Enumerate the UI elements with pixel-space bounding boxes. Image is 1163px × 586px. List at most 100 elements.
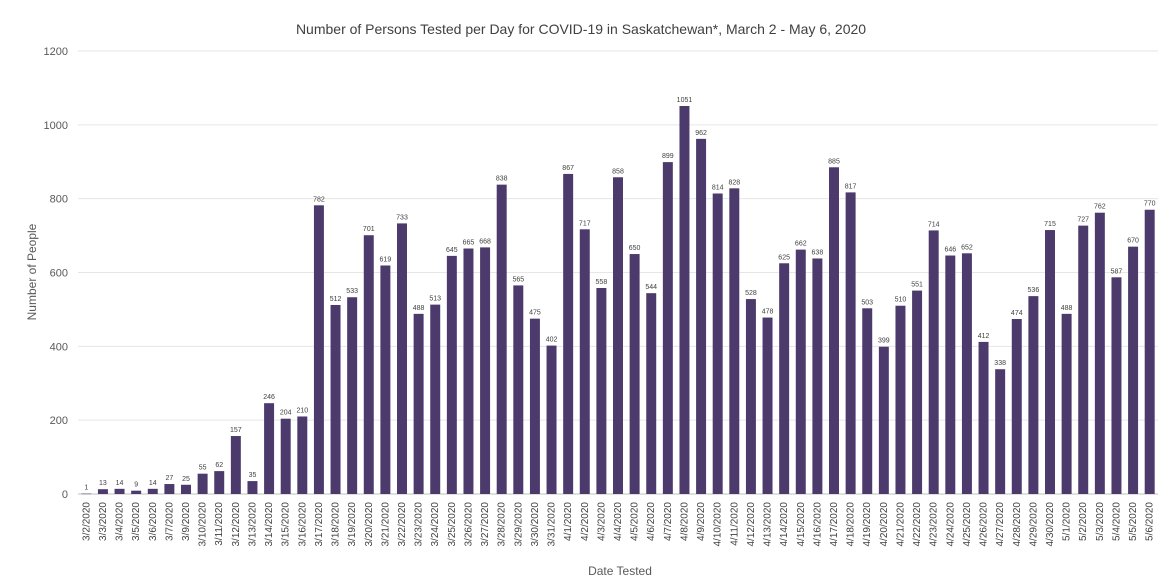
bar [696, 138, 707, 494]
bar [1028, 296, 1039, 494]
x-tick-label: 3/3/2020 [98, 502, 109, 541]
x-tick-label: 4/18/2020 [846, 502, 857, 547]
bar [446, 255, 457, 494]
bar [181, 484, 191, 494]
bar [1111, 277, 1122, 494]
x-tick-label: 3/6/2020 [148, 502, 159, 541]
x-tick-label: 3/23/2020 [414, 502, 425, 547]
bar [247, 481, 258, 494]
data-label: 510 [895, 297, 907, 304]
bar [629, 254, 640, 494]
x-tick-label: 4/17/2020 [829, 502, 840, 547]
bar [995, 369, 1006, 494]
data-label: 715 [1044, 221, 1056, 228]
x-tick-label: 4/21/2020 [895, 502, 906, 547]
bar [280, 418, 291, 494]
chart-title: Number of Persons Tested per Day for COV… [296, 21, 866, 37]
bar [845, 192, 856, 494]
bar [363, 235, 374, 494]
data-label: 14 [149, 480, 157, 487]
x-tick-label: 4/19/2020 [862, 502, 873, 547]
data-label: 62 [215, 462, 223, 469]
data-label: 14 [116, 480, 124, 487]
data-label: 670 [1127, 238, 1139, 245]
x-tick-label: 3/27/2020 [480, 502, 491, 547]
data-label: 646 [944, 247, 956, 254]
bar [912, 290, 923, 494]
data-label: 13 [99, 480, 107, 487]
bar [862, 308, 873, 494]
bar [712, 193, 723, 494]
x-tick-label: 4/25/2020 [962, 502, 973, 547]
x-tick-label: 4/27/2020 [995, 502, 1006, 547]
data-label: 885 [828, 158, 840, 165]
data-label: 714 [928, 221, 940, 228]
bar [1078, 225, 1089, 494]
y-axis-label: Number of People [25, 223, 39, 320]
data-label: 551 [911, 282, 923, 289]
x-tick-label: 3/19/2020 [347, 502, 358, 547]
bar [613, 177, 623, 494]
x-tick-label: 4/2/2020 [580, 502, 591, 541]
x-tick-label: 3/4/2020 [115, 502, 126, 541]
data-label: 412 [978, 333, 990, 340]
data-label: 838 [496, 176, 508, 183]
bar [812, 258, 823, 494]
x-tick-label: 5/4/2020 [1111, 502, 1122, 541]
data-label: 727 [1077, 217, 1089, 224]
bar [762, 317, 773, 494]
bar [596, 288, 607, 494]
x-tick-label: 3/2/2020 [81, 502, 92, 541]
bar [1094, 212, 1105, 494]
bar [264, 403, 275, 494]
bar [496, 184, 507, 494]
bar [662, 162, 673, 494]
x-tick-label: 3/17/2020 [314, 502, 325, 547]
x-tick-label: 3/10/2020 [198, 502, 209, 547]
x-tick-label: 4/8/2020 [679, 502, 690, 541]
x-tick-label: 4/6/2020 [646, 502, 657, 541]
bar [430, 304, 441, 494]
data-label: 25 [182, 476, 190, 483]
y-tick-label: 400 [50, 341, 68, 353]
bar [463, 248, 474, 494]
data-label: 867 [562, 165, 574, 172]
x-tick-label: 4/5/2020 [630, 502, 641, 541]
y-tick-label: 800 [50, 194, 68, 206]
data-label: 814 [712, 184, 724, 191]
data-label: 717 [579, 220, 591, 227]
x-tick-label: 5/1/2020 [1062, 502, 1073, 541]
data-label: 503 [861, 299, 873, 306]
data-label: 650 [629, 245, 641, 252]
data-label: 399 [878, 338, 890, 345]
bar [131, 490, 142, 494]
bar [330, 304, 341, 494]
bar [579, 229, 590, 494]
x-tick-label: 3/13/2020 [247, 502, 258, 547]
x-tick-label: 3/15/2020 [281, 502, 292, 547]
data-label: 625 [778, 254, 790, 261]
data-label: 558 [596, 279, 608, 286]
data-label: 645 [446, 247, 458, 254]
x-tick-label: 5/2/2020 [1078, 502, 1089, 541]
bar [114, 488, 125, 494]
bar [397, 223, 407, 495]
x-tick-label: 4/4/2020 [613, 502, 624, 541]
data-label: 488 [1061, 305, 1073, 312]
x-tick-label: 4/15/2020 [796, 502, 807, 547]
y-axis-ticks: 0 200 400 600 800 1000 1200 [44, 46, 68, 501]
data-label: 246 [263, 394, 275, 401]
data-label: 962 [695, 130, 707, 137]
x-tick-label: 3/26/2020 [463, 502, 474, 547]
x-tick-label: 5/3/2020 [1095, 502, 1106, 541]
bar [529, 318, 540, 494]
x-axis-ticks: 3/2/2020 3/3/2020 3/4/2020 3/5/2020 3/6/2020… [81, 502, 1155, 547]
data-label: 770 [1144, 201, 1156, 208]
x-tick-label: 4/16/2020 [812, 502, 823, 547]
data-label: 488 [413, 305, 425, 312]
x-axis-label: Date Tested [588, 564, 652, 578]
data-label: 652 [961, 244, 973, 251]
data-label: 858 [612, 168, 624, 175]
data-label: 9 [134, 482, 138, 489]
